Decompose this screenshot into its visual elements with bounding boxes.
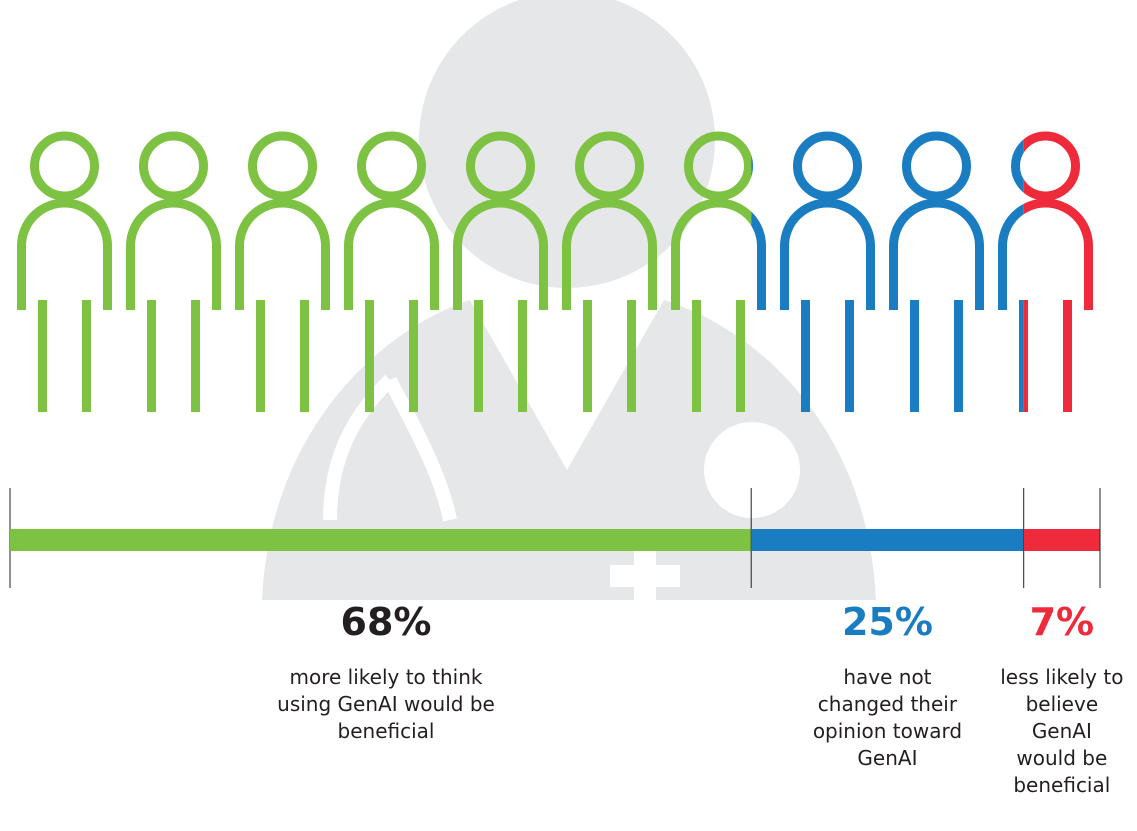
bar-segment bbox=[1023, 529, 1100, 551]
segment-description: less likely to believe GenAI would be be… bbox=[1000, 665, 1124, 797]
segment-description: more likely to think using GenAI would b… bbox=[277, 665, 495, 743]
person-icons bbox=[1023, 131, 1093, 412]
value-label: 68% bbox=[340, 600, 432, 644]
bar-segment bbox=[10, 529, 752, 551]
person-icons bbox=[17, 131, 752, 412]
bar-segment bbox=[751, 529, 1024, 551]
person-icons bbox=[751, 131, 1024, 412]
segment-description: have not changed their opinion toward Ge… bbox=[812, 665, 963, 770]
value-label: 25% bbox=[841, 600, 933, 644]
value-label: 7% bbox=[1029, 600, 1095, 644]
